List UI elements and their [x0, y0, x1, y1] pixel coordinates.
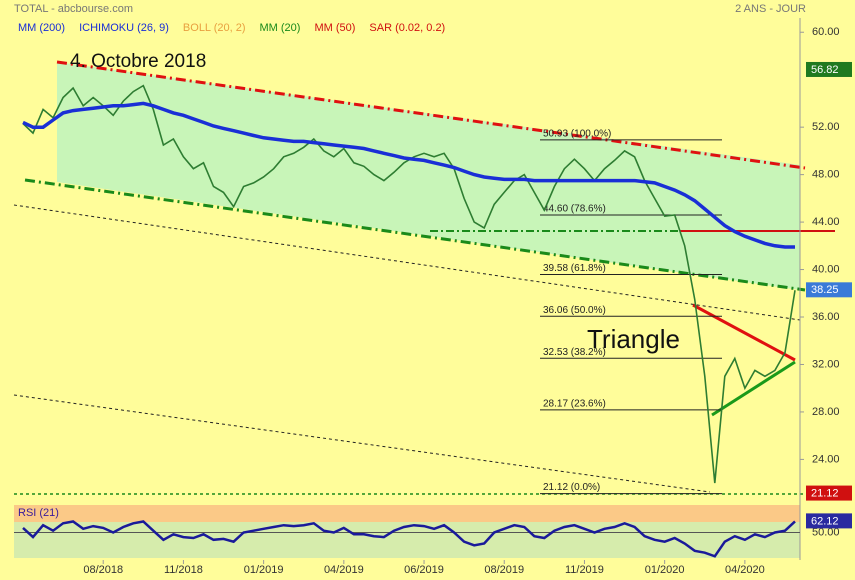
price-badge	[806, 513, 852, 529]
x-tick-label: 11/2019	[565, 564, 604, 576]
line	[22, 101, 795, 249]
y-tick-label: 50.00	[812, 526, 840, 538]
trend-line	[13, 204, 801, 321]
price-badge-label: 21.12	[811, 487, 839, 499]
line	[22, 520, 796, 558]
y-tick-label: 44.00	[812, 216, 840, 228]
legend-entry: MM (200)	[18, 22, 65, 34]
price-badge	[806, 282, 852, 298]
annotation: Triangle	[587, 324, 680, 354]
x-tick-label: 04/2019	[324, 564, 364, 576]
y-tick-label: 48.00	[812, 169, 840, 181]
fib-label: 28.17 (23.6%)	[543, 399, 606, 410]
y-tick-label: 28.00	[812, 406, 840, 418]
fib-label: 36.06 (50.0%)	[543, 305, 606, 316]
price-badge-label: 38.25	[811, 284, 839, 296]
x-tick-label: 11/2018	[164, 564, 203, 576]
channel	[57, 62, 800, 290]
legend-entry: BOLL (20, 2)	[183, 22, 246, 34]
rsi-title: RSI (21)	[18, 507, 59, 519]
y-tick-label: 52.00	[812, 121, 840, 133]
y-tick-label: 60.00	[812, 26, 840, 38]
y-tick-label: 36.00	[812, 311, 840, 323]
resistance-line	[56, 60, 806, 170]
x-tick-label: 06/2019	[404, 564, 444, 576]
legend-entry: MM (50)	[314, 22, 355, 34]
x-tick-label: 01/2020	[645, 564, 685, 576]
fib-label: 50.93 (100.0%)	[543, 129, 611, 140]
source: TOTAL - abcbourse.com	[14, 3, 133, 15]
y-tick-label: 32.00	[812, 358, 840, 370]
price-badge-label: 62.12	[811, 515, 839, 527]
annotation: 4. Octobre 2018	[70, 51, 206, 72]
fib-label: 21.12 (0.0%)	[543, 482, 600, 493]
price-badge	[806, 485, 852, 501]
triangle-line	[692, 303, 796, 362]
fib-label: 39.58 (61.8%)	[543, 263, 606, 274]
period: 2 ANS - JOUR	[735, 3, 806, 15]
legend-entry: MM (20)	[260, 22, 301, 34]
triangle-line	[711, 360, 796, 417]
fib-label: 44.60 (78.6%)	[543, 204, 606, 215]
price-badge	[806, 61, 852, 77]
y-tick-label: 40.00	[812, 263, 840, 275]
rsi-overbought-zone	[14, 505, 800, 522]
fib-label: 32.53 (38.2%)	[543, 347, 606, 358]
x-tick-label: 08/2018	[83, 564, 123, 576]
y-tick-label: 24.00	[812, 453, 840, 465]
legend-entry: ICHIMOKU (26, 9)	[79, 22, 169, 34]
x-tick-label: 08/2019	[484, 564, 524, 576]
price-badge-label: 56.82	[811, 64, 839, 76]
x-tick-label: 01/2019	[244, 564, 284, 576]
x-tick-label: 04/2020	[725, 564, 765, 576]
legend-entry: SAR (0.02, 0.2)	[369, 22, 445, 34]
